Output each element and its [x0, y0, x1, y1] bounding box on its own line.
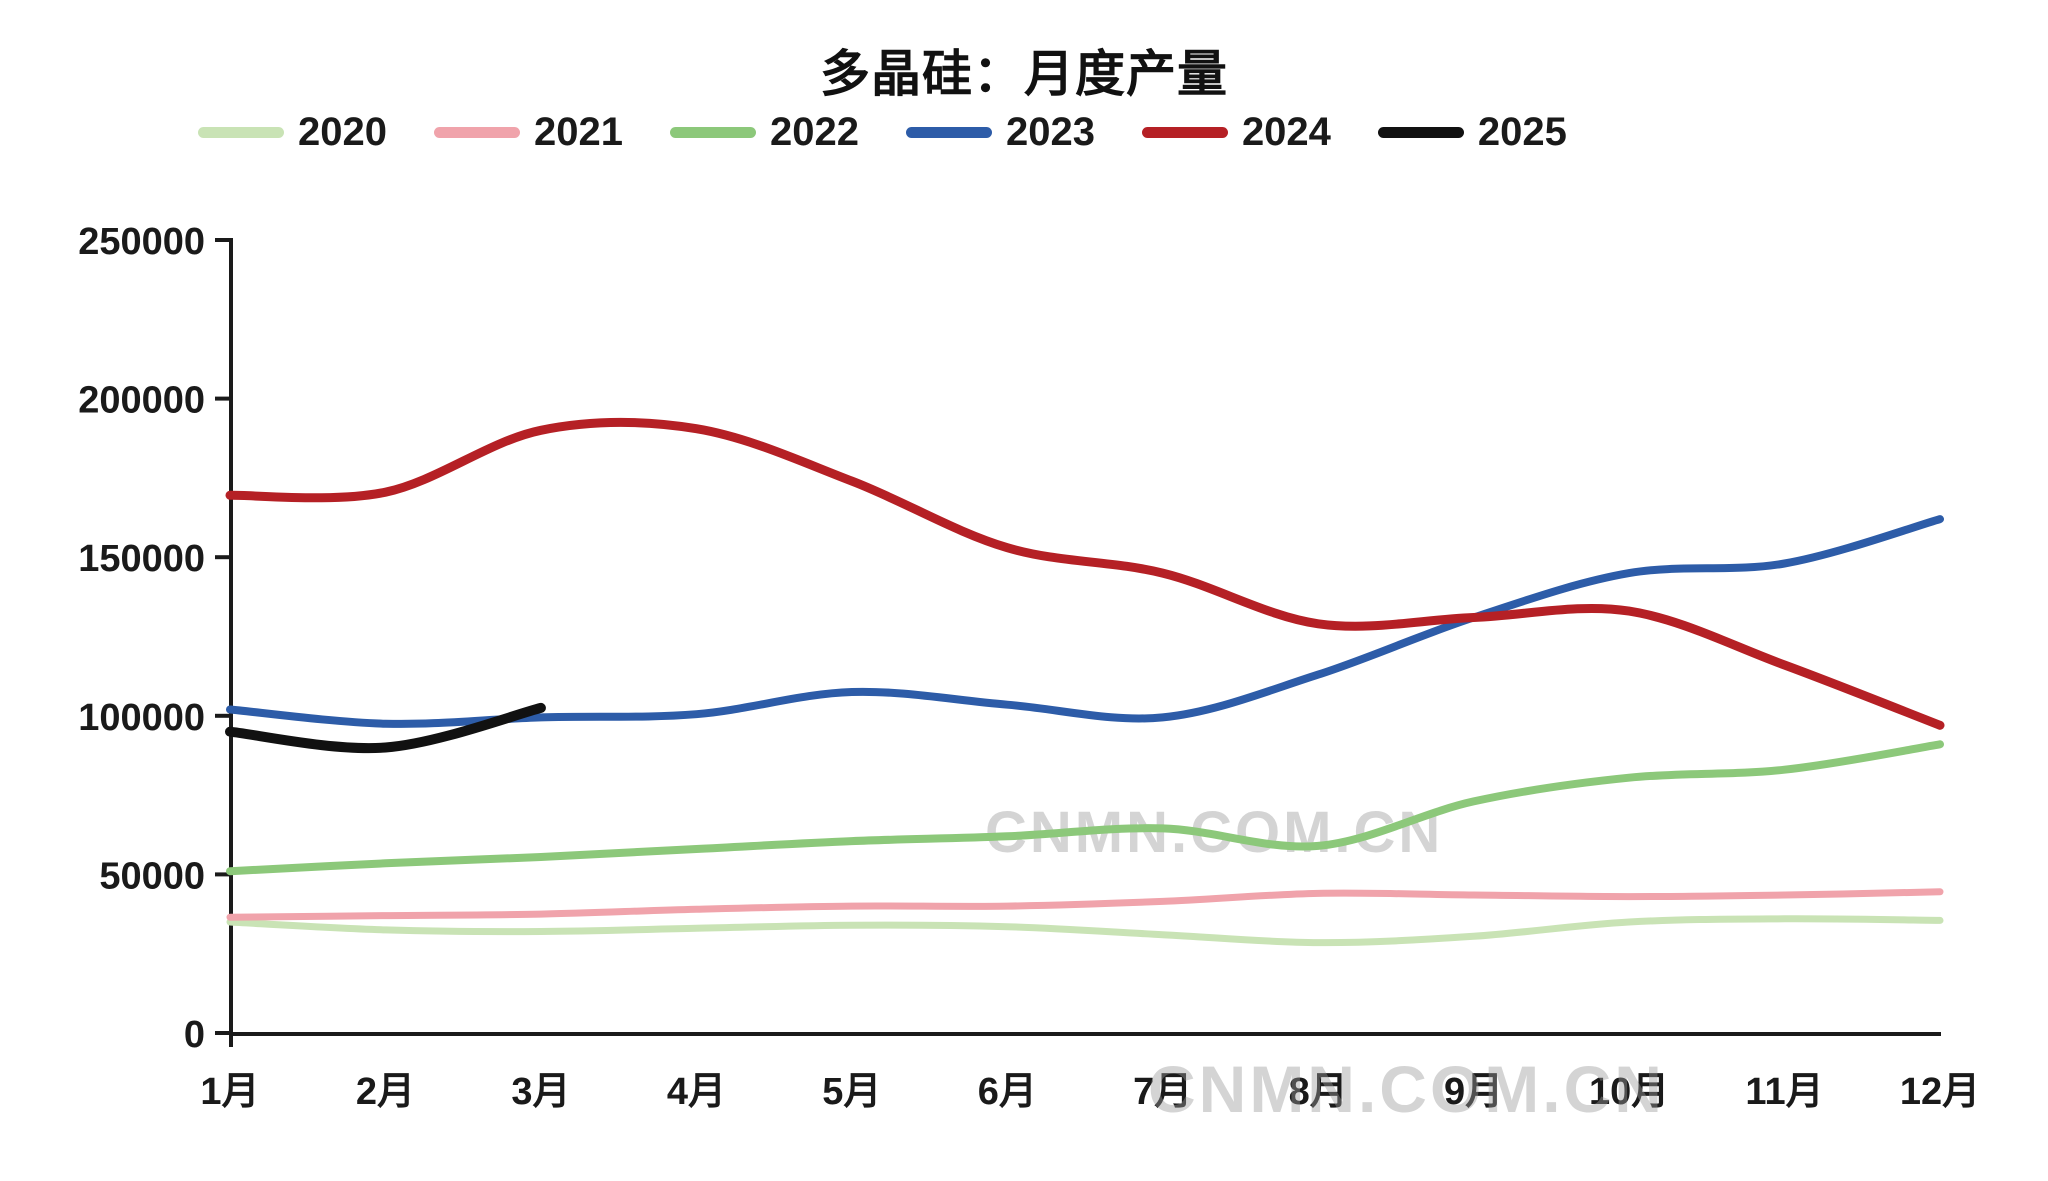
- legend-swatch-2021: [433, 126, 520, 138]
- chart-title: 多晶硅：月度产量: [820, 46, 1228, 102]
- x-tick-label: 6月: [978, 1071, 1037, 1113]
- y-tick-label: 250000: [78, 221, 205, 263]
- legend-swatch-2025: [1377, 126, 1464, 138]
- x-tick-label: 12月: [1900, 1071, 1980, 1113]
- legend-label: 2020: [298, 110, 387, 154]
- legend: 2020 2021 2022 2023 2024 2025: [198, 112, 1567, 152]
- x-tick-label: 1月: [200, 1071, 259, 1113]
- y-tick-label: 200000: [78, 380, 205, 422]
- legend-item-2025: 2025: [1377, 110, 1567, 154]
- series-line-2021: [226, 888, 1944, 921]
- series-line-2020: [226, 915, 1944, 947]
- legend-label: 2021: [533, 110, 623, 154]
- x-tick-label: 3月: [511, 1071, 570, 1113]
- series-line-2024: [225, 417, 1945, 730]
- y-tick-label: 0: [184, 1014, 205, 1056]
- legend-item-2020: 2020: [198, 112, 387, 152]
- y-tick-label: 150000: [78, 538, 205, 580]
- x-axis-labels: 1月 2月 3月 4月 5月 6月 7月 8月 9月 10月 11月 12月: [200, 1071, 1980, 1113]
- legend-item-2023: 2023: [905, 110, 1095, 154]
- series-line-2022: [226, 740, 1944, 876]
- x-tick-label: 8月: [1289, 1071, 1348, 1113]
- legend-swatch-2022: [669, 126, 756, 138]
- legend-label: 2024: [1241, 110, 1331, 154]
- watermark-text: CNMN.COM.CN: [1148, 1052, 1665, 1126]
- x-tick-label: 5月: [822, 1071, 881, 1113]
- legend-item-2022: 2022: [669, 110, 859, 154]
- x-tick-label: 7月: [1133, 1071, 1192, 1113]
- series-layer: [225, 417, 1945, 947]
- legend-swatch-2023: [905, 126, 992, 138]
- legend-label: 2025: [1477, 110, 1567, 154]
- legend-item-2024: 2024: [1141, 110, 1331, 154]
- legend-label: 2022: [769, 110, 859, 154]
- x-tick-label: 11月: [1745, 1071, 1823, 1113]
- x-tick-label: 10月: [1589, 1071, 1669, 1113]
- legend-swatch-2024: [1141, 126, 1228, 138]
- x-tick-label: 2月: [356, 1071, 415, 1113]
- y-axis-ticks: 0 50000 100000 150000 200000 250000: [78, 221, 231, 1056]
- y-tick-label: 50000: [99, 855, 205, 897]
- y-tick-label: 100000: [78, 697, 205, 739]
- x-tick-label: 4月: [667, 1071, 726, 1113]
- x-tick-label: 9月: [1444, 1071, 1503, 1113]
- series-line-2025: [225, 702, 546, 754]
- legend-swatch-2020: [198, 126, 284, 138]
- legend-label: 2023: [1005, 110, 1095, 154]
- legend-item-2021: 2021: [433, 110, 623, 154]
